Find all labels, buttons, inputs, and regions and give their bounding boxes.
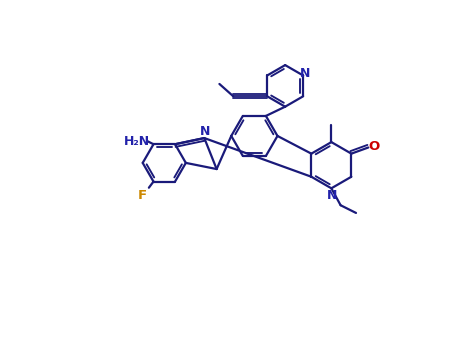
Text: N: N xyxy=(327,189,337,202)
Text: O: O xyxy=(369,140,380,153)
Text: N: N xyxy=(300,67,311,80)
Text: F: F xyxy=(138,189,147,202)
Text: H₂N: H₂N xyxy=(123,135,150,148)
Text: N: N xyxy=(200,125,210,138)
